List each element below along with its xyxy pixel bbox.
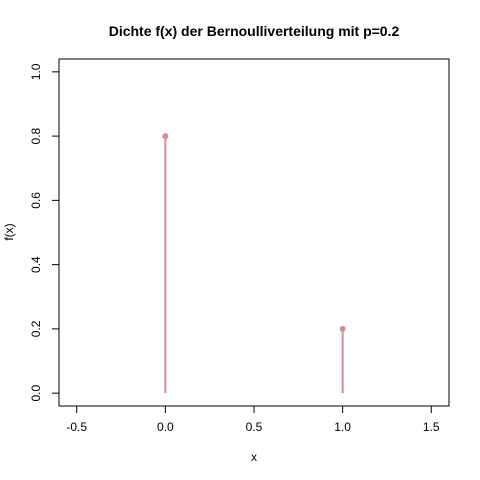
y-tick-label: 0.4 xyxy=(29,256,43,273)
x-tick-label: 1.0 xyxy=(334,420,351,434)
x-tick-label: 1.5 xyxy=(423,420,440,434)
x-axis-label: x xyxy=(251,450,257,464)
x-tick-label: -0.5 xyxy=(66,420,87,434)
data-marks xyxy=(162,133,346,394)
data-point xyxy=(162,133,169,140)
x-axis: -0.5 0.0 0.5 1.0 1.5 xyxy=(66,405,440,434)
x-tick-label: 0.5 xyxy=(246,420,263,434)
y-tick-label: 0.8 xyxy=(29,127,43,144)
chart-title: Dichte f(x) der Bernoulliverteilung mit … xyxy=(109,23,400,39)
y-tick-label: 0.2 xyxy=(29,320,43,337)
data-point xyxy=(339,325,346,332)
y-tick-label: 0.0 xyxy=(29,384,43,401)
y-axis-label: f(x) xyxy=(2,223,16,240)
y-tick-label: 1.0 xyxy=(29,63,43,80)
y-axis: 0.0 0.2 0.4 0.6 0.8 1.0 xyxy=(29,63,60,401)
y-tick-label: 0.6 xyxy=(29,192,43,209)
x-tick-label: 0.0 xyxy=(157,420,174,434)
plot-frame xyxy=(58,58,450,407)
